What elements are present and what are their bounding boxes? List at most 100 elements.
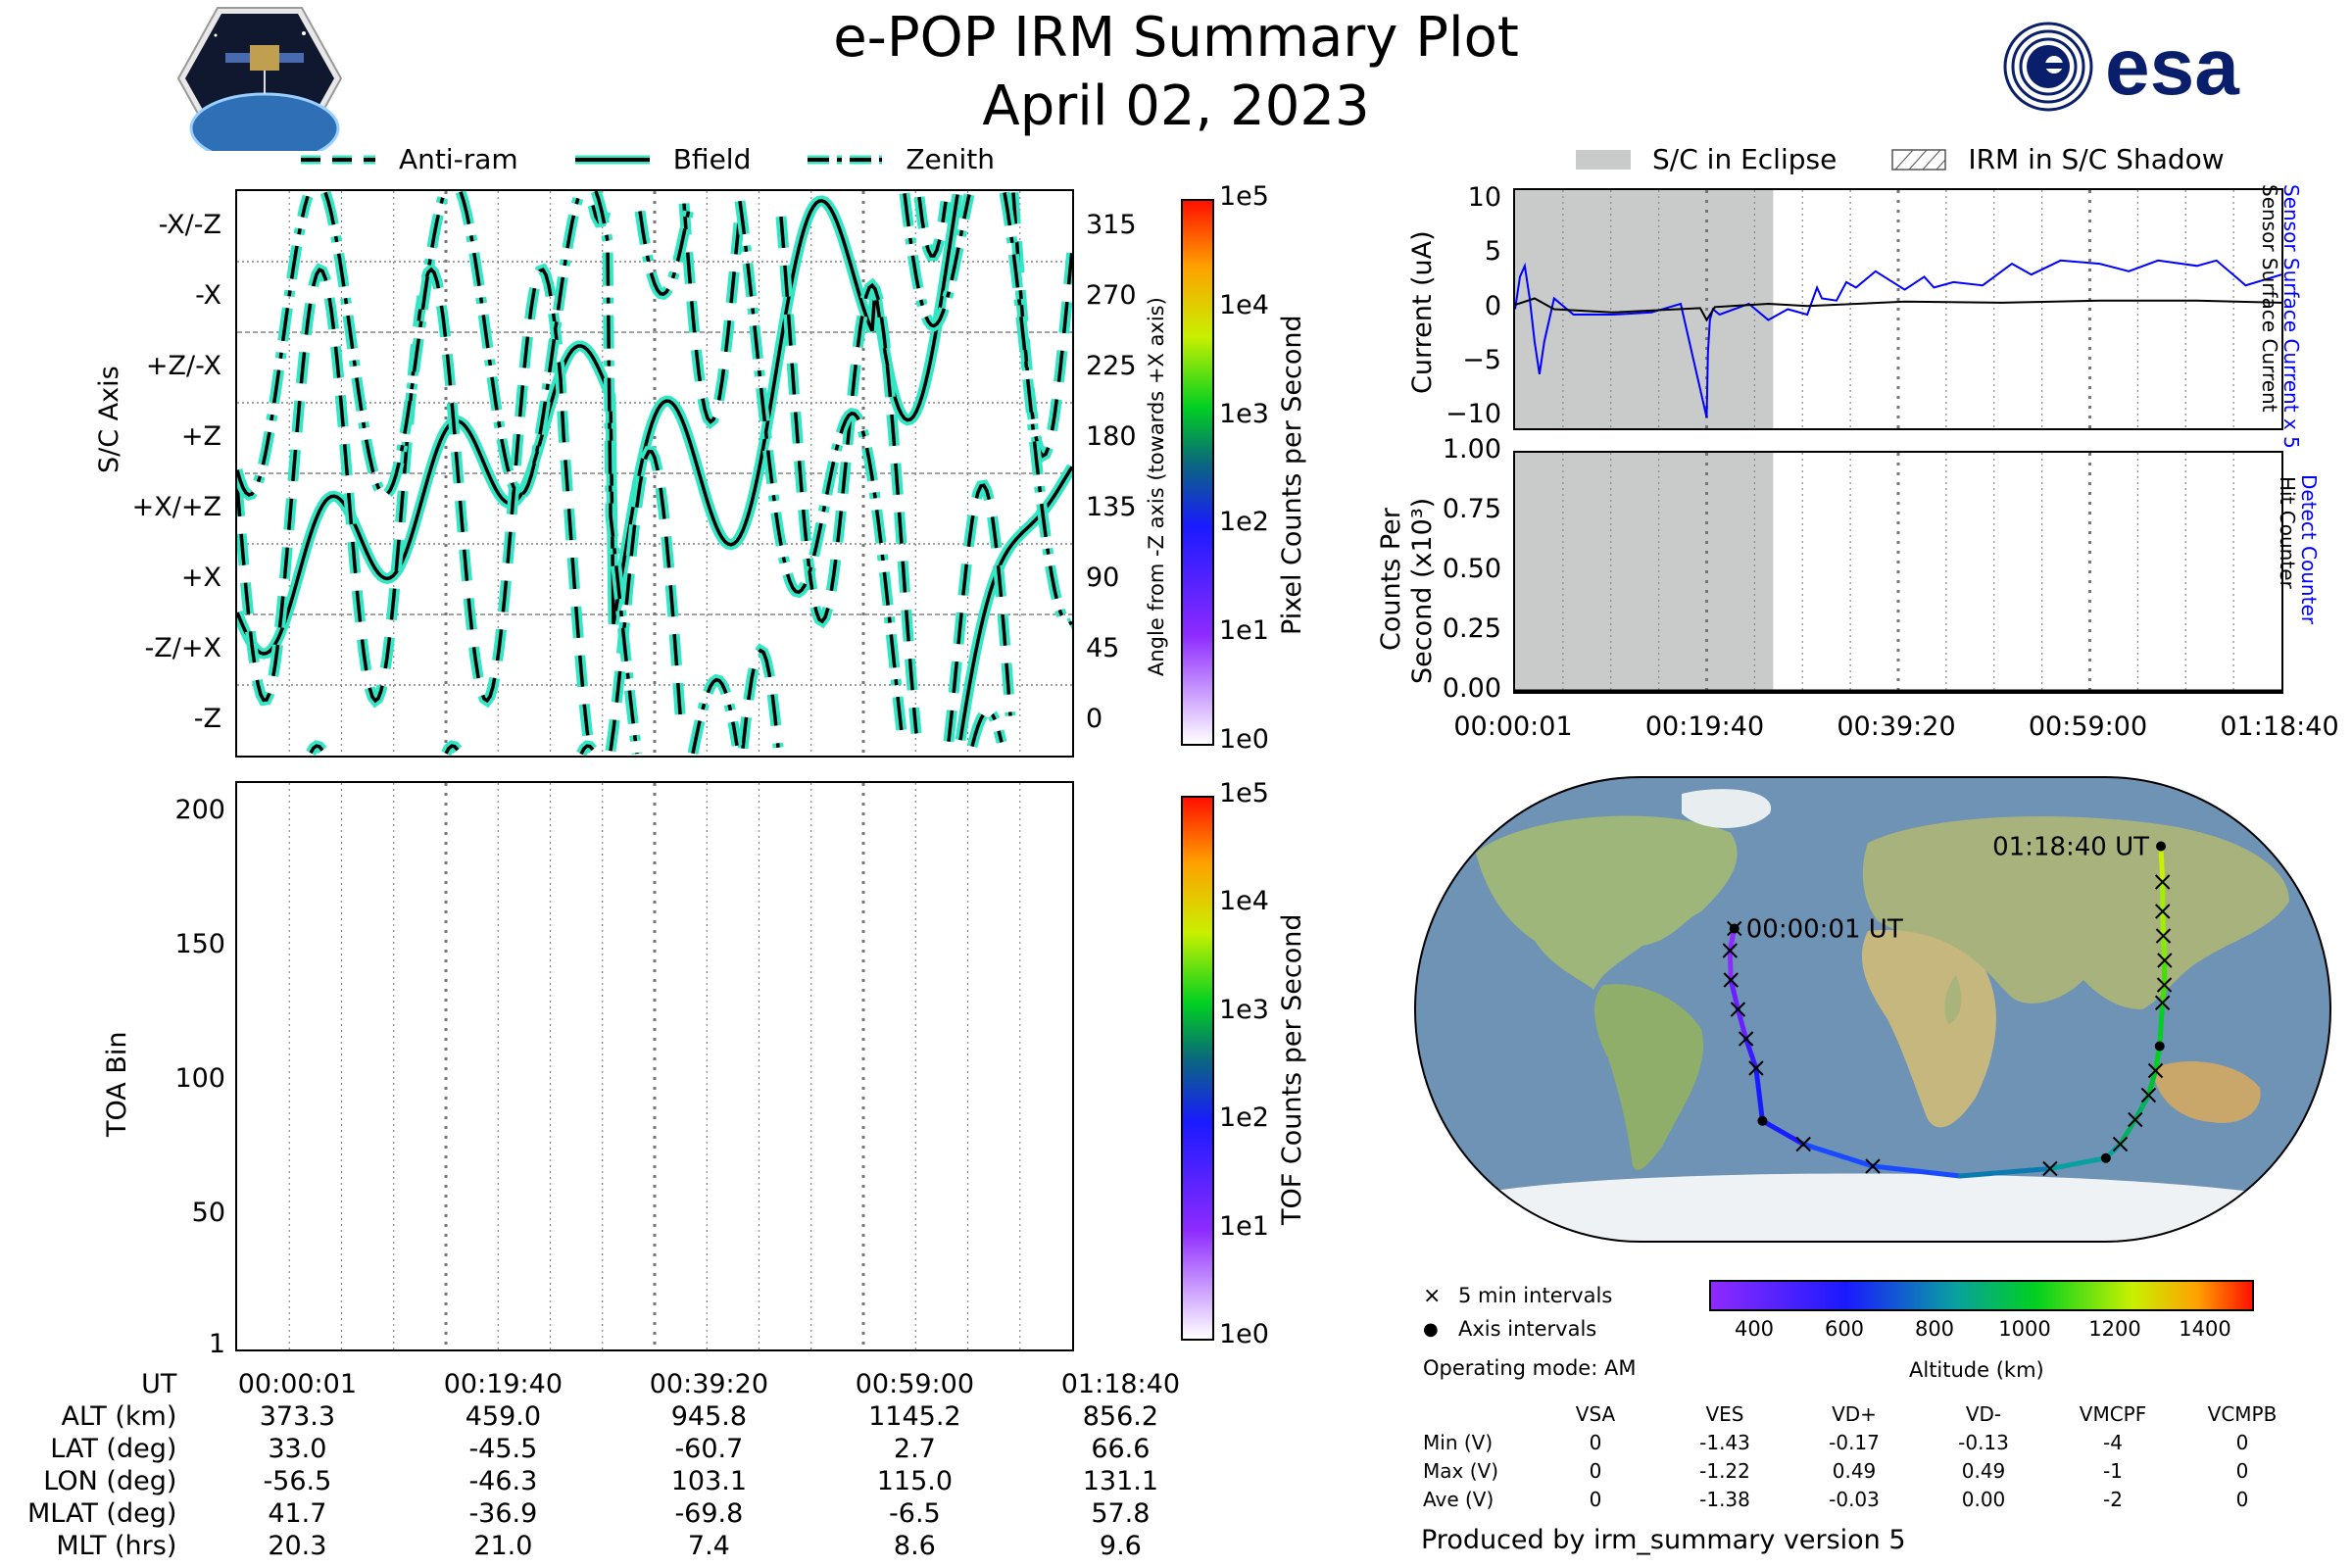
sc-axis-right-tick: 315 [1086, 210, 1137, 240]
tof-colorbar-label: TOF Counts per Second [1277, 913, 1307, 1226]
legend-eclipse: S/C in Eclipse [1576, 143, 1837, 175]
pixel-colorbar-tick: 1e0 [1219, 724, 1269, 755]
ephemeris-value: 7.4 [687, 1531, 730, 1561]
sc-axis-right-tick: 90 [1086, 563, 1120, 593]
sc-axis-ylabel: S/C Axis [94, 366, 124, 473]
legend-bfield: Bfield [574, 143, 752, 175]
ephemeris-row-label: MLAT (deg) [27, 1498, 177, 1529]
ephemeris-value: 9.6 [1099, 1531, 1142, 1561]
counts-right-label-black: Hit Counter [2276, 476, 2299, 589]
ephemeris-value: 2.7 [893, 1434, 936, 1464]
legend-5min: × 5 min intervals [1423, 1283, 1613, 1308]
pixel-colorbar [1181, 199, 1214, 746]
sc-axis-traces [237, 191, 1072, 756]
track-segment [2157, 1000, 2166, 1049]
track-segment [1870, 1163, 1963, 1179]
ephemeris-row: LAT (deg) 33.0 -45.5 -60.7 2.7 66.6 [27, 1433, 1223, 1465]
sc-axis-right-tick: 45 [1086, 633, 1120, 663]
counts-y-tick: 0.50 [1442, 554, 1501, 584]
pixel-colorbar-tick: 1e5 [1219, 181, 1269, 212]
track-segment [2047, 1155, 2109, 1171]
ephemeris-time: 00:39:20 [649, 1369, 768, 1399]
sc-axis-right-label: Angle from -Z axis (towards +X axis) [1145, 297, 1168, 676]
svg-text:esa: esa [2105, 23, 2240, 112]
time-tick: 00:19:40 [1644, 711, 1765, 742]
plot-title: e-POP IRM Summary Plot [833, 6, 1519, 70]
altitude-tick: 400 [1734, 1317, 1775, 1341]
orbit-map: 00:00:01 UT 01:18:40 UT [1414, 776, 2331, 1243]
five-min-marker [1722, 943, 1739, 958]
x-marker-icon: × [1423, 1283, 1442, 1308]
trace-legend: Anti-ram Bfield Zenith [299, 143, 1050, 175]
time-tick: 00:39:20 [1837, 711, 1956, 742]
counts-plot [1513, 451, 2283, 694]
voltage-value: -0.03 [1829, 1487, 1880, 1511]
voltage-header: VSA [1575, 1401, 1616, 1426]
sc-axis-right-tick: 180 [1086, 421, 1137, 452]
current-traces [1515, 190, 2281, 428]
counts-y-tick: 0.00 [1442, 673, 1501, 704]
ephemeris-ut-label: UT [141, 1369, 177, 1399]
current-x5-series [1515, 259, 2281, 418]
five-min-marker [2154, 874, 2171, 890]
track-segment [2132, 1093, 2151, 1122]
footer-note: Produced by irm_summary version 5 [1421, 1525, 1906, 1555]
time-tick: 01:18:40 [2220, 711, 2339, 742]
voltage-value: 0 [1589, 1458, 1602, 1483]
toa-tick: 50 [191, 1198, 225, 1229]
track-segment [2160, 933, 2168, 963]
dot-marker-icon: ● [1423, 1318, 1439, 1340]
voltage-header: VES [1705, 1401, 1744, 1426]
legend-shadow: IRM in S/C Shadow [1891, 143, 2225, 175]
voltage-value: 0.00 [1961, 1487, 2006, 1511]
ephemeris-value: 1145.2 [868, 1401, 961, 1432]
toa-tick: 100 [174, 1063, 225, 1095]
cassiope-logo [176, 7, 343, 151]
voltage-row: Min (V) 0 -1.43 -0.17 -0.13 -4 0 [1423, 1428, 2307, 1456]
axis-interval-marker [1729, 923, 1740, 934]
tof-colorbar-tick: 1e3 [1219, 994, 1269, 1025]
counts-y-tick: 1.00 [1442, 434, 1501, 465]
axis-interval-marker [2154, 1041, 2165, 1052]
ephemeris-value: 41.7 [268, 1498, 327, 1529]
globe [1415, 777, 2330, 1242]
sc-axis-right-tick: 0 [1086, 704, 1103, 734]
voltage-value: -0.17 [1829, 1430, 1880, 1454]
ephemeris-value: 115.0 [876, 1466, 954, 1496]
time-tick: 00:59:00 [2028, 711, 2148, 742]
tof-colorbar-tick: 1e1 [1219, 1210, 1269, 1242]
sc-axis-left-tick: +Z/-X [145, 351, 221, 381]
counts-ylabel-1: Counts Per [1376, 508, 1406, 651]
voltage-row-label: Ave (V) [1423, 1487, 1494, 1511]
five-min-marker [1738, 1031, 1754, 1047]
track-segment [1753, 1065, 1765, 1124]
track-segment [2158, 844, 2166, 885]
current-y-tick: 0 [1484, 290, 1501, 321]
voltage-value: -1.22 [1699, 1458, 1750, 1483]
pixel-colorbar-tick: 1e2 [1219, 507, 1269, 538]
toa-tick: 150 [174, 929, 225, 960]
voltage-value: -1.38 [1699, 1487, 1750, 1511]
voltage-value: 0.49 [1832, 1458, 1877, 1483]
sc-axis-plot [235, 189, 1074, 758]
ephemeris-value: -6.5 [889, 1498, 941, 1529]
track-start-label: 00:00:01 UT [1746, 915, 1903, 945]
current-right-label-black: Sensor Surface Current [2258, 184, 2281, 413]
track-segment [1727, 948, 1734, 983]
current-right-label-blue: Sensor Surface Current x 5 [2279, 184, 2303, 449]
ephemeris-row-label: ALT (km) [61, 1401, 177, 1432]
voltage-header: VD- [1965, 1401, 2002, 1426]
tof-colorbar [1181, 796, 1214, 1341]
track-segment [1728, 977, 1740, 1012]
five-min-marker [1723, 972, 1739, 988]
five-min-marker [2042, 1160, 2058, 1177]
counts-traces [1515, 453, 2281, 692]
plot-date: April 02, 2023 [982, 74, 1370, 138]
current-y-tick: 10 [1467, 182, 1501, 214]
esa-logo: esa [2003, 22, 2240, 112]
altitude-label: Altitude (km) [1909, 1358, 2044, 1382]
axis-interval-marker [2156, 841, 2167, 852]
ephemeris-row: MLT (hrs) 20.3 21.0 7.4 8.6 9.6 [27, 1530, 1223, 1562]
voltage-value: 0 [1589, 1430, 1602, 1454]
ephemeris-value: 131.1 [1082, 1466, 1159, 1496]
